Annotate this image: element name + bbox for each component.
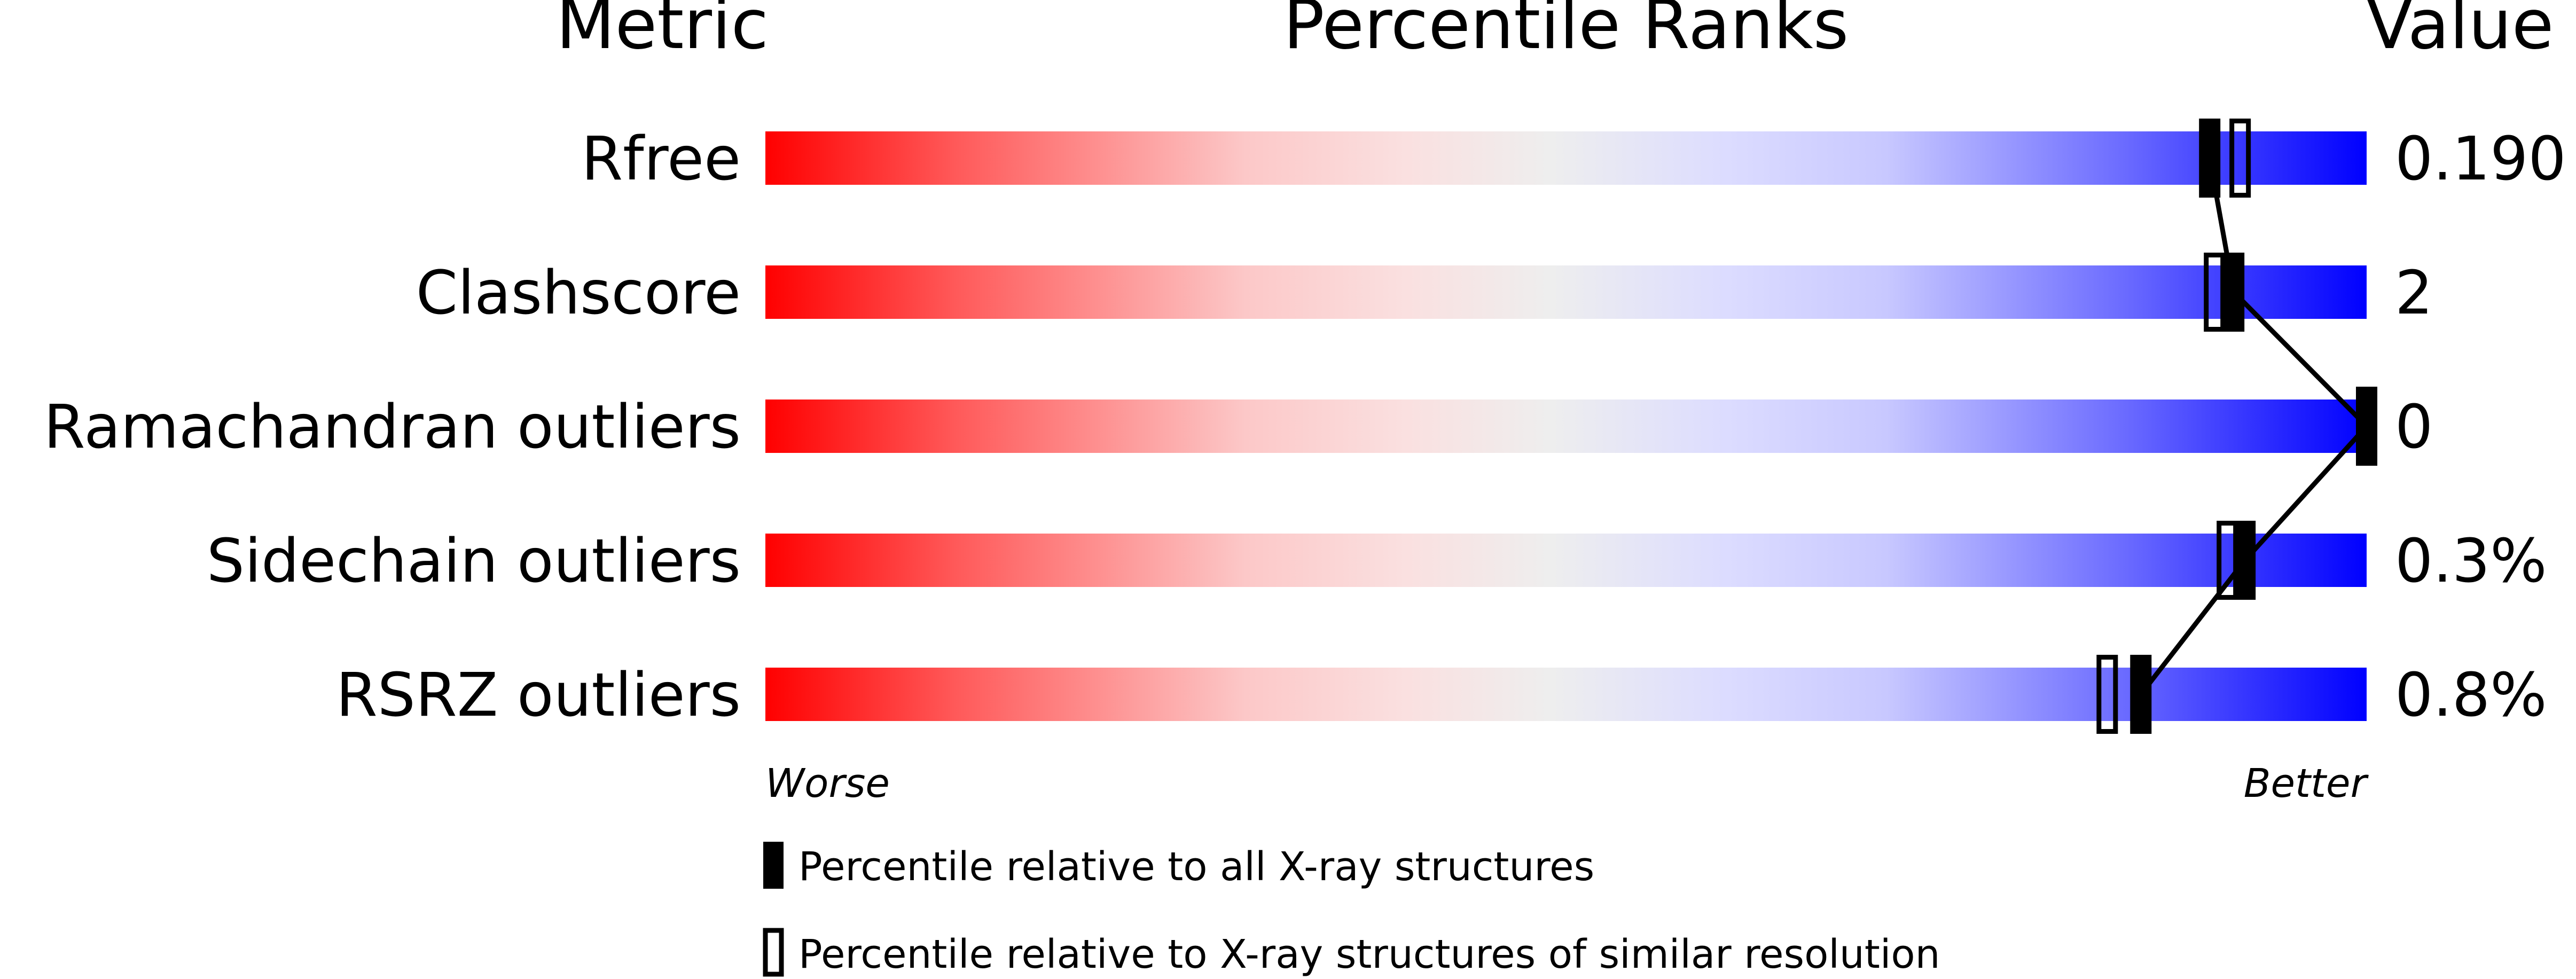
percentile-bar [765,400,2367,453]
header-value: Value [2366,0,2554,65]
metric-label: Sidechain outliers [207,527,741,596]
header-percentile-ranks: Percentile Ranks [1283,0,1849,65]
legend-open-marker-icon [763,928,784,977]
metric-value: 0.3% [2395,527,2547,596]
metric-value: 0.190 [2395,124,2566,194]
marker-all-structures [2356,387,2377,466]
metric-label: Ramachandran outliers [44,393,741,462]
metric-value: 0 [2395,393,2433,462]
metric-label: RSRZ outliers [336,661,741,730]
marker-all-structures [2130,655,2152,734]
metric-label: Clashscore [416,259,741,328]
marker-similar-resolution [2204,253,2226,332]
marker-all-structures [2223,253,2245,332]
marker-all-structures [2199,119,2221,198]
percentile-bar [765,668,2367,721]
axis-label-worse: Worse [765,761,890,806]
metric-label: Rfree [581,124,741,194]
marker-similar-resolution [2096,655,2118,734]
marker-similar-resolution [2229,119,2251,198]
percentile-bar [765,534,2367,587]
legend-label-similar: Percentile relative to X-ray structures … [798,931,1940,977]
percentile-bar [765,131,2367,185]
header-metric: Metric [556,0,769,65]
percentile-bar [765,265,2367,319]
marker-all-structures [2234,521,2256,600]
legend-filled-marker-icon [763,842,784,889]
metric-value: 0.8% [2395,661,2547,730]
legend-label-all: Percentile relative to all X-ray structu… [798,844,1594,890]
axis-label-better: Better [2244,761,2369,806]
metric-value: 2 [2395,259,2433,328]
